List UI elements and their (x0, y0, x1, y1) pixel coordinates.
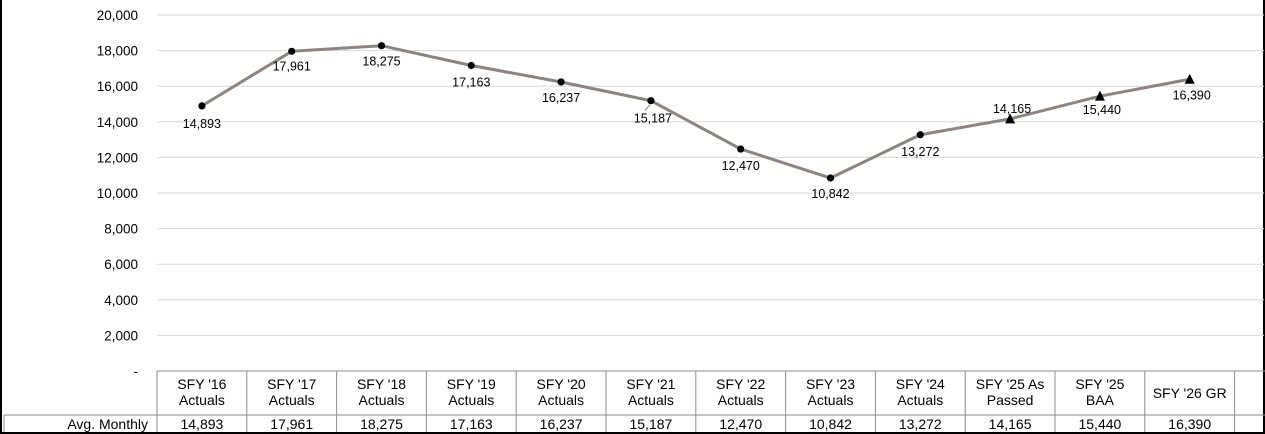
category-label: SFY '22 Actuals (716, 376, 765, 408)
y-tick-label: 2,000 (104, 328, 138, 343)
y-tick-label: 10,000 (97, 186, 138, 201)
y-tick-label: 4,000 (104, 293, 138, 308)
category-label-line: Actuals (269, 392, 315, 408)
category-label-line: SFY '19 (447, 376, 496, 392)
category-label-line: Actuals (628, 392, 674, 408)
table-value: 10,842 (809, 416, 852, 432)
data-point (288, 47, 296, 55)
category-label-line: Actuals (718, 392, 764, 408)
data-label: 18,275 (362, 55, 400, 69)
category-label-line: Actuals (179, 392, 225, 408)
category-label-line: SFY '25 (1075, 376, 1124, 392)
data-point (737, 145, 745, 153)
category-label: SFY '18 Actuals (357, 376, 406, 408)
data-point (198, 102, 206, 110)
y-tick-label: 16,000 (97, 79, 138, 94)
category-label-line: SFY '22 (716, 376, 765, 392)
category-label: SFY '24 Actuals (896, 376, 945, 408)
data-label: 12,470 (722, 159, 760, 173)
category-label: SFY '25 As Passed (976, 376, 1045, 408)
table-value: 14,165 (989, 416, 1032, 432)
category-label: SFY '20 Actuals (537, 376, 586, 408)
data-label: 15,440 (1083, 103, 1121, 117)
data-point (557, 78, 565, 86)
data-label: 16,390 (1173, 88, 1211, 102)
category-label-line: BAA (1086, 392, 1115, 408)
category-label-line: SFY '20 (537, 376, 586, 392)
data-point-triangle (1005, 113, 1016, 124)
y-tick-label: 12,000 (97, 150, 138, 165)
label-leader-line (644, 104, 651, 111)
y-tick-label: 6,000 (104, 257, 138, 272)
category-label: SFY '17 Actuals (267, 376, 316, 408)
category-label-line: SFY '16 (177, 376, 226, 392)
table-value: 15,440 (1078, 416, 1121, 432)
category-label: SFY '23 Actuals (806, 376, 855, 408)
data-point (916, 131, 924, 139)
data-label: 17,163 (452, 75, 490, 89)
y-tick-label: 14,000 (97, 115, 138, 130)
category-label-line: Actuals (359, 392, 405, 408)
category-label: SFY '19 Actuals (447, 376, 496, 408)
table-value: 16,390 (1168, 416, 1211, 432)
data-point (647, 97, 655, 105)
y-tick-label: 20,000 (97, 8, 138, 23)
y-tick-label: - (134, 364, 139, 379)
category-label-line: SFY '25 As (976, 376, 1045, 392)
category-label-line: Actuals (897, 392, 943, 408)
category-label-line: SFY '23 (806, 376, 855, 392)
data-point-triangle (1184, 73, 1195, 84)
data-label: 14,165 (993, 102, 1031, 116)
table-value: 15,187 (629, 416, 672, 432)
data-label: 15,187 (634, 112, 672, 126)
category-label: SFY '26 GR (1153, 385, 1227, 401)
table-value: 17,961 (270, 416, 313, 432)
y-tick-label: 18,000 (97, 44, 138, 59)
data-point (377, 42, 386, 50)
category-label-line: Actuals (448, 392, 494, 408)
category-label: SFY '25 BAA (1075, 376, 1124, 408)
table-value: 16,237 (540, 416, 583, 432)
data-point (826, 174, 835, 182)
data-point-triangle (1094, 90, 1105, 101)
category-label: SFY '21 Actuals (626, 376, 675, 408)
table-value: 13,272 (899, 416, 942, 432)
category-label-line: SFY '21 (626, 376, 675, 392)
category-label-line: Actuals (538, 392, 584, 408)
category-label: SFY '16 Actuals (177, 376, 226, 408)
table-series-name: Avg. Monthly (67, 416, 148, 432)
table-value: 14,893 (180, 416, 223, 432)
data-label: 16,237 (542, 91, 580, 105)
data-label: 10,842 (811, 187, 849, 201)
y-tick-label: 8,000 (104, 222, 138, 237)
series-line (201, 44, 1190, 180)
category-label-line: Actuals (808, 392, 854, 408)
category-label-line: SFY '18 (357, 376, 406, 392)
data-point (467, 61, 475, 70)
category-label-line: SFY '24 (896, 376, 945, 392)
data-label: 14,893 (183, 117, 221, 131)
table-value: 12,470 (719, 416, 762, 432)
table-value: 17,163 (450, 416, 493, 432)
table-value: 18,275 (360, 416, 403, 432)
data-label: 17,961 (273, 59, 311, 73)
data-label: 13,272 (901, 145, 939, 159)
category-label-line: Passed (987, 392, 1034, 408)
category-label-line: SFY '17 (267, 376, 316, 392)
